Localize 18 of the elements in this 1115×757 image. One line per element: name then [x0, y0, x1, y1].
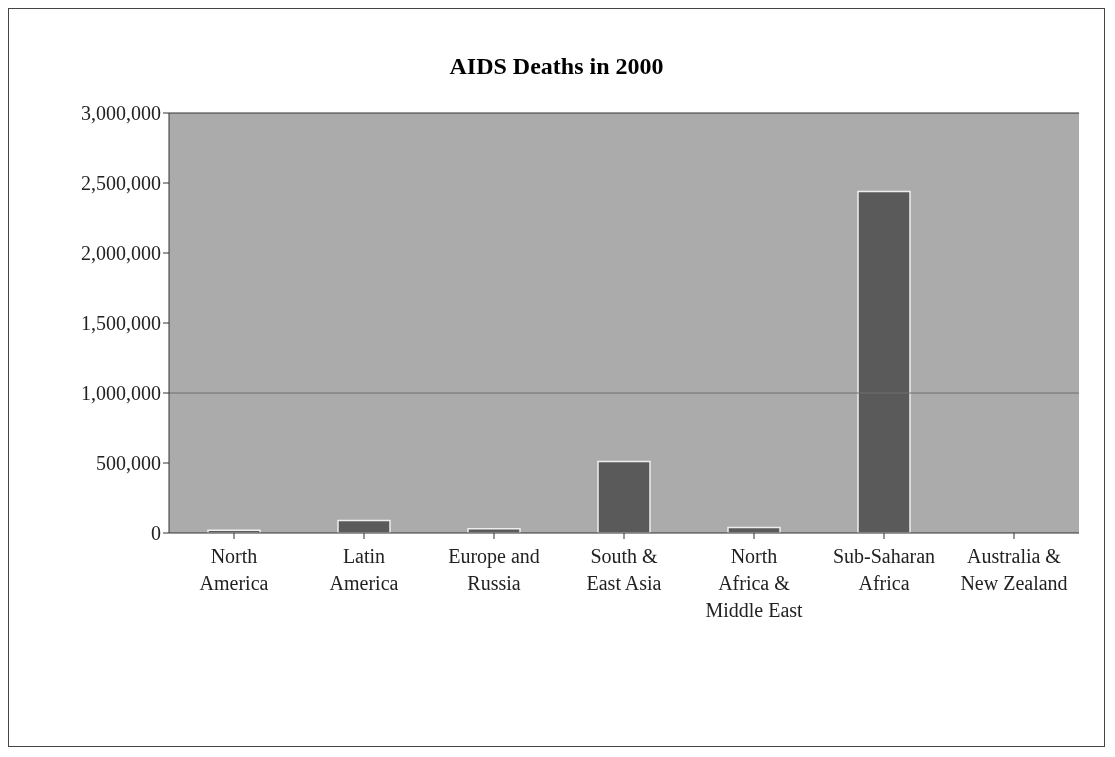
- y-tick-label: 3,000,000: [81, 102, 161, 125]
- bar: [597, 460, 651, 533]
- x-tick-label: Europe and Russia: [448, 545, 540, 594]
- x-tick-label: North Africa & Middle East: [705, 545, 804, 621]
- y-tick-label: 1,500,000: [81, 312, 161, 335]
- y-tick-label: 2,500,000: [81, 172, 161, 195]
- x-tick-label: Latin America: [329, 545, 399, 594]
- chart-title: AIDS Deaths in 2000: [448, 53, 665, 81]
- x-tick-label: South & East Asia: [586, 545, 662, 594]
- x-tick-label: Australia & New Zealand: [960, 545, 1068, 594]
- bar: [857, 190, 911, 533]
- x-tick-label: North America: [199, 545, 269, 594]
- y-tick-label: 2,000,000: [81, 242, 161, 265]
- y-tick-label: 1,000,000: [81, 382, 161, 405]
- x-tick-label: Sub-Saharan Africa: [832, 545, 936, 594]
- y-tick-label: 500,000: [96, 452, 161, 475]
- y-tick-label: 0: [151, 522, 161, 545]
- bar: [337, 519, 391, 533]
